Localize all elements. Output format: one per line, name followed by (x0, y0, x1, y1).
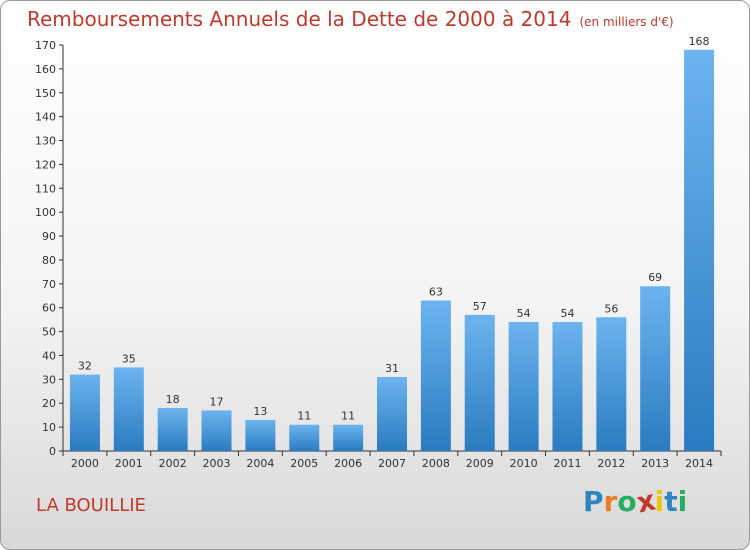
y-tick-label: 40 (42, 349, 56, 362)
bar-2008 (420, 300, 451, 451)
x-tick-label: 2000 (71, 457, 99, 470)
x-tick-label: 2013 (641, 457, 669, 470)
chart-data-labels: 32 35 18 17 13 11 11 31 63 57 54 54 56 69 168 (78, 35, 710, 423)
chart-title-text: Remboursements Annuels de la Dette de 20… (27, 7, 572, 31)
logo-letter: o (617, 485, 637, 518)
x-tick-label: 2007 (378, 457, 406, 470)
bar-2009 (464, 314, 495, 451)
city-name: LA BOUILLIE (36, 495, 146, 516)
bar-2010 (508, 322, 539, 451)
data-label-2000: 32 (78, 360, 92, 373)
logo-letter: i (654, 485, 665, 518)
bar-2013 (640, 286, 671, 451)
logo-letter: P (583, 485, 604, 518)
bar-2002 (157, 408, 188, 451)
chart-axes: 0 10 20 30 40 50 60 70 80 90 100 110 120 130 140 150 160… (35, 39, 722, 470)
y-tick-label: 130 (35, 135, 56, 148)
y-tick-label: 110 (35, 182, 56, 195)
chart-bars (69, 49, 715, 452)
y-tick-label: 90 (42, 230, 56, 243)
x-tick-label: 2006 (334, 457, 362, 470)
y-tick-label: 140 (35, 111, 56, 124)
x-tick-label: 2012 (597, 457, 625, 470)
data-label-2012: 56 (604, 302, 618, 315)
x-tick-label: 2005 (290, 457, 318, 470)
bar-2005 (289, 424, 320, 451)
x-tick-label: 2014 (685, 457, 713, 470)
y-tick-label: 50 (42, 326, 56, 339)
data-label-2007: 31 (385, 362, 399, 375)
bar-2007 (377, 376, 407, 451)
x-tick-label: 2009 (466, 457, 494, 470)
bar-2014 (684, 49, 715, 452)
data-label-2005: 11 (297, 410, 311, 423)
y-tick-label: 170 (35, 39, 56, 52)
y-tick-label: 70 (42, 278, 56, 291)
data-label-2003: 17 (210, 395, 224, 408)
y-tick-label: 160 (35, 63, 56, 76)
bar-2011 (552, 322, 583, 451)
logo-letter: t (664, 485, 678, 518)
y-tick-label: 60 (42, 302, 56, 315)
x-tick-label: 2001 (115, 457, 143, 470)
y-tick-label: 10 (42, 421, 56, 434)
data-label-2004: 13 (253, 405, 267, 418)
data-label-2010: 54 (517, 307, 531, 320)
y-tick-label: 30 (42, 373, 56, 386)
x-tick-label: 2010 (510, 457, 538, 470)
data-label-2002: 18 (166, 393, 180, 406)
x-tick-label: 2011 (553, 457, 581, 470)
data-label-2008: 63 (429, 286, 443, 299)
bar-2006 (333, 424, 364, 451)
x-tick-label: 2004 (246, 457, 274, 470)
bar-2001 (113, 367, 144, 451)
data-label-2001: 35 (122, 352, 136, 365)
data-label-2013: 69 (648, 271, 662, 284)
y-tick-label: 80 (42, 254, 56, 267)
bar-2012 (596, 317, 627, 451)
proxiti-logo: Proxiti (583, 483, 693, 525)
x-tick-label: 2002 (159, 457, 187, 470)
logo-letter: r (603, 485, 618, 518)
bar-2003 (201, 410, 232, 451)
bar-2000 (69, 374, 100, 451)
x-tick-label: 2008 (422, 457, 450, 470)
x-tick-label: 2003 (203, 457, 231, 470)
y-tick-label: 100 (35, 206, 56, 219)
bar-2004 (245, 419, 276, 451)
y-tick-label: 0 (49, 445, 56, 458)
data-label-2011: 54 (560, 307, 574, 320)
chart-title: Remboursements Annuels de la Dette de 20… (27, 7, 674, 31)
logo-letter: i (677, 485, 688, 518)
data-label-2006: 11 (341, 410, 355, 423)
y-tick-label: 120 (35, 158, 56, 171)
y-tick-label: 150 (35, 87, 56, 100)
y-tick-label: 20 (42, 397, 56, 410)
data-label-2014: 168 (689, 35, 710, 48)
data-label-2009: 57 (473, 300, 487, 313)
chart-unit-label: (en milliers d'€) (579, 15, 674, 29)
